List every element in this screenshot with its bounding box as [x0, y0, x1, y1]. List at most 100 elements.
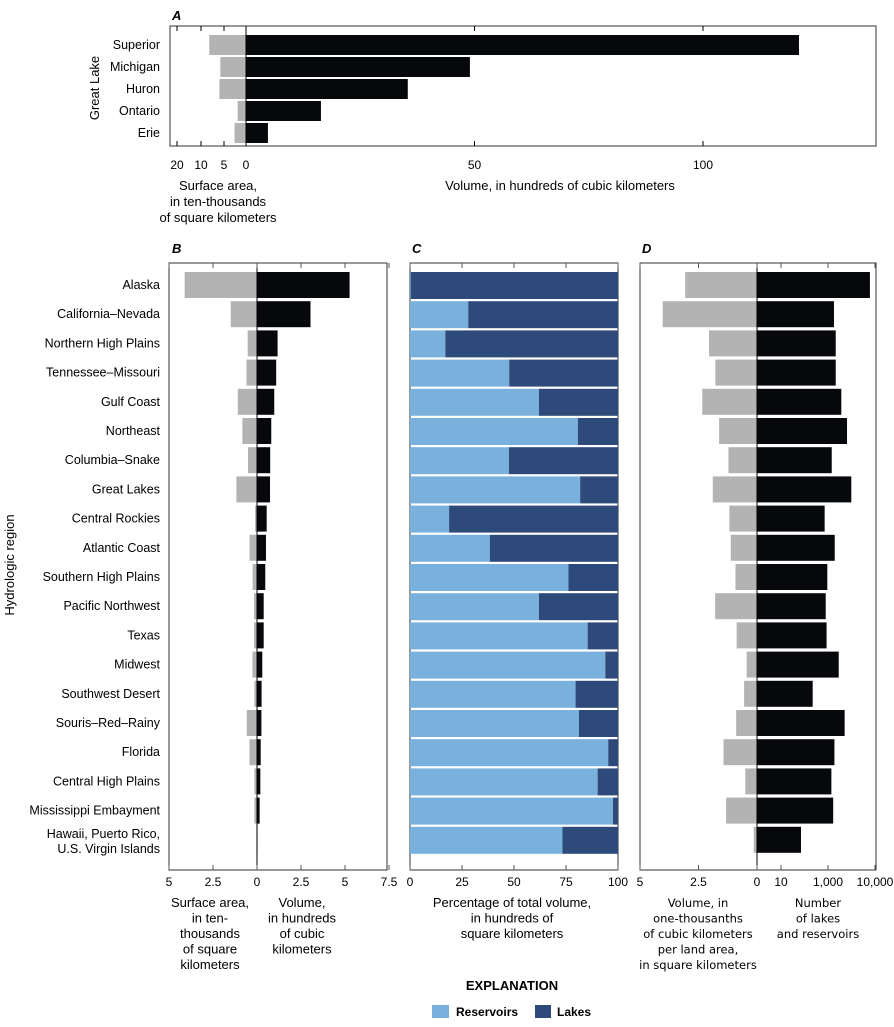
lakes-bar — [597, 768, 618, 796]
area-bar — [252, 564, 257, 590]
volume-per-area-bar — [685, 272, 757, 298]
volume-per-area-bar — [728, 447, 757, 474]
count-bar — [757, 272, 870, 298]
reservoirs-bar — [410, 593, 539, 621]
tick-label: 5 — [637, 875, 644, 889]
area-bar — [242, 418, 257, 444]
count-bar — [757, 797, 834, 824]
axis-title-right: Volume, in hundreds of cubic kilometers — [445, 178, 675, 193]
panel-label-b: B — [172, 241, 181, 256]
category-label: Gulf Coast — [101, 395, 161, 409]
volume-per-area-bar — [702, 388, 757, 415]
area-bar — [236, 476, 257, 503]
area-bar — [249, 739, 257, 766]
tick-label: 2.5 — [205, 875, 222, 889]
reservoirs-bar — [410, 476, 581, 504]
lakes-bar — [587, 622, 618, 650]
axis-title-right: in hundreds — [268, 911, 336, 926]
volume-bar — [257, 739, 261, 766]
volume-bar — [257, 651, 263, 678]
volume-bar — [257, 272, 350, 298]
volume-bar — [257, 710, 262, 736]
count-bar — [757, 359, 836, 386]
area-bar — [255, 505, 257, 532]
area-bar — [254, 768, 257, 795]
volume-per-area-bar — [735, 564, 757, 590]
panel-a-frame — [169, 25, 877, 147]
lakes-bar — [538, 388, 618, 416]
axis-title-left: in ten- — [192, 911, 228, 926]
axis-title-right: kilometers — [272, 942, 332, 957]
reservoirs-bar — [410, 534, 490, 562]
axis-title-left: in ten-thousands — [170, 194, 267, 209]
volume-bar — [246, 57, 470, 77]
volume-per-area-bar — [746, 651, 757, 678]
count-bar — [757, 826, 802, 853]
count-bar — [757, 593, 826, 620]
volume-per-area-bar — [744, 680, 757, 707]
lakes-bar — [580, 476, 618, 504]
reservoirs-bar — [410, 680, 576, 708]
count-bar — [757, 330, 836, 357]
tick-label: 100 — [608, 875, 628, 889]
legend-label-reservoirs: Reservoirs — [456, 1005, 518, 1019]
axis-title-right: and reservoirs — [777, 927, 859, 941]
count-bar — [757, 651, 839, 678]
reservoirs-bar — [410, 768, 598, 796]
great-lake-axis-title: Great Lake — [87, 56, 102, 120]
volume-bar — [257, 418, 272, 444]
count-bar — [757, 739, 835, 766]
category-label: Texas — [127, 628, 160, 642]
volume-per-area-bar — [712, 476, 757, 503]
area-bar — [219, 79, 246, 99]
category-label: Souris–Red–Rainy — [56, 716, 161, 730]
area-bar — [254, 680, 257, 707]
volume-bar — [246, 101, 321, 121]
lakes-bar — [608, 739, 618, 767]
count-bar — [757, 768, 832, 795]
tick-label: 50 — [468, 158, 482, 172]
area-bar — [254, 797, 257, 824]
tick-label: 10 — [774, 875, 788, 889]
volume-bar — [246, 123, 268, 143]
lakes-bar — [562, 826, 618, 854]
axis-title-left: per land area, — [658, 943, 739, 957]
tick-label: 2.5 — [293, 875, 310, 889]
legend-swatch-lakes — [535, 1005, 551, 1018]
count-bar — [757, 622, 827, 649]
count-bar — [757, 564, 828, 590]
legend-label-lakes: Lakes — [557, 1005, 591, 1019]
panel-label-a: A — [171, 8, 181, 23]
area-bar — [246, 710, 257, 736]
count-bar — [757, 710, 845, 736]
volume-bar — [257, 768, 261, 795]
category-label: Hawaii, Puerto Rico, — [47, 827, 160, 841]
legend-title: EXPLANATION — [466, 978, 558, 993]
tick-label: 10 — [194, 158, 208, 172]
axis-title-left: thousands — [180, 926, 240, 941]
axis-title-left: of square kilometers — [159, 210, 277, 225]
volume-per-area-bar — [729, 505, 757, 532]
tick-label: 0 — [243, 158, 250, 172]
count-bar — [757, 418, 848, 444]
category-label: Pacific Northwest — [63, 599, 160, 613]
axis-title-left: in square kilometers — [639, 958, 757, 972]
reservoirs-bar — [410, 651, 606, 679]
area-bar — [184, 272, 257, 298]
area-bar — [237, 101, 246, 121]
category-label: Midwest — [114, 658, 160, 672]
tick-label: 0 — [254, 875, 261, 889]
volume-bar — [246, 79, 408, 99]
reservoirs-bar — [410, 797, 614, 825]
category-label: Michigan — [110, 60, 160, 74]
axis-title-left: one-thousanths — [653, 912, 743, 926]
volume-per-area-bar — [715, 359, 757, 386]
volume-bar — [257, 622, 264, 649]
lakes-bar — [445, 330, 618, 358]
reservoirs-bar — [410, 564, 569, 591]
volume-bar — [257, 447, 271, 474]
reservoirs-bar — [410, 739, 609, 767]
axis-title-left: kilometers — [180, 957, 240, 972]
tick-label: 50 — [507, 875, 521, 889]
